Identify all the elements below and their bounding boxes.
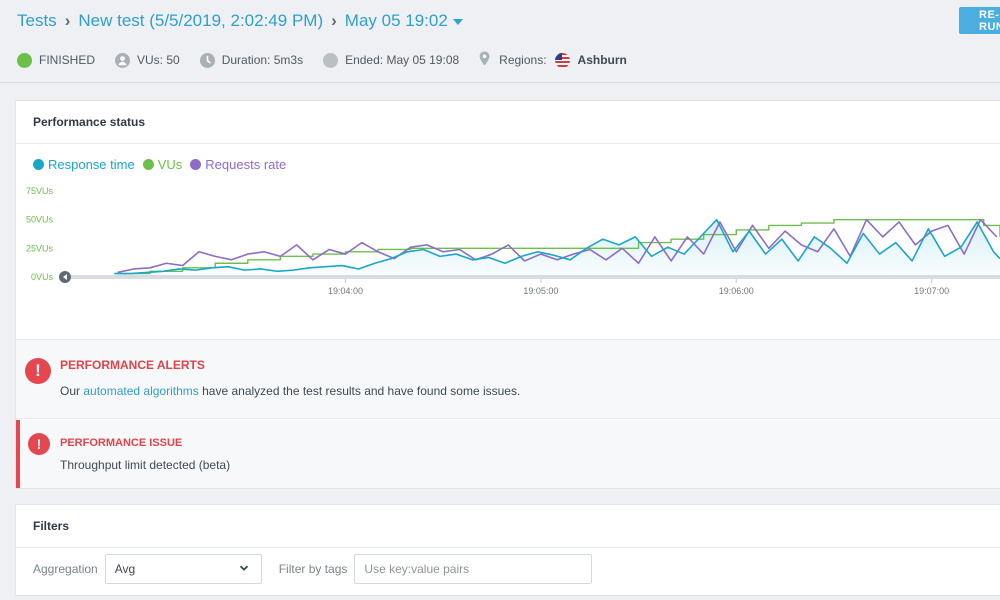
- breadcrumb-test-link[interactable]: New test (5/5/2019, 2:02:49 PM): [78, 11, 324, 30]
- alerts-title: PERFORMANCE ALERTS: [60, 358, 205, 372]
- response-time-area: [114, 219, 1000, 277]
- legend-item-vus[interactable]: VUs: [142, 157, 183, 172]
- status-ended: Ended: May 05 19:08: [323, 52, 460, 68]
- filter-by-tags-label: Filter by tags: [278, 562, 348, 576]
- x-tick-label: 19:05:00: [523, 286, 558, 296]
- series-line-response-time: [114, 218, 1000, 275]
- us-flag-icon: [554, 52, 570, 68]
- test-status-bar: FINISHED VUs: 50 Duration: 5m3s Ended: M…: [17, 51, 647, 69]
- issue-description: Throughput limit detected (beta): [60, 458, 231, 472]
- performance-alerts-panel: ! PERFORMANCE ALERTS Our automated algor…: [16, 339, 1000, 419]
- breadcrumb-separator-icon: ›: [331, 11, 337, 30]
- legend-label: Response time: [48, 157, 135, 172]
- filters-card: Filters Aggregation Avg Filter by tags: [16, 505, 1000, 595]
- legend-dot-icon: [190, 159, 202, 170]
- aggregation-label: Aggregation: [33, 562, 98, 576]
- y-tick-label: 50VUs: [26, 215, 54, 225]
- performance-status-card: Performance status Response time VUs Req…: [16, 101, 1000, 488]
- rerun-button[interactable]: RE-RUN: [959, 7, 1000, 34]
- legend-label: VUs: [157, 157, 183, 172]
- alerts-text-before: Our: [60, 384, 81, 398]
- alerts-text-after: have analyzed the test results and have …: [202, 384, 521, 398]
- issue-title: PERFORMANCE ISSUE: [60, 437, 183, 449]
- chart-legend: Response time VUs Requests rate: [33, 157, 294, 172]
- alert-exclamation-icon: !: [25, 358, 51, 384]
- chevron-down-icon: [239, 565, 248, 571]
- legend-item-requests-rate[interactable]: Requests rate: [190, 157, 286, 172]
- filter-tags-input[interactable]: [354, 554, 593, 584]
- status-regions: Regions: Ashburn: [479, 51, 627, 69]
- breadcrumb-tests-link[interactable]: Tests: [17, 11, 57, 30]
- status-label: FINISHED: [39, 53, 96, 67]
- regions-label: Regions:: [499, 53, 547, 67]
- clock-icon: [199, 52, 215, 68]
- x-tick-label: 19:06:00: [719, 286, 754, 296]
- status-finished: FINISHED: [17, 52, 96, 68]
- filters-title: Filters: [16, 505, 1000, 548]
- aggregation-select[interactable]: Avg: [104, 554, 262, 584]
- performance-status-title: Performance status: [16, 101, 1000, 144]
- arrow-left-icon: [63, 274, 67, 280]
- caret-down-icon: [452, 19, 463, 25]
- header-divider: [0, 82, 1000, 83]
- ended-icon: [323, 52, 339, 68]
- performance-issue-item[interactable]: ! PERFORMANCE ISSUE Throughput limit det…: [16, 420, 1000, 488]
- user-icon: [115, 52, 131, 68]
- ended-label: Ended: May 05 19:08: [345, 53, 460, 67]
- breadcrumb-separator-icon: ›: [64, 11, 71, 30]
- x-tick-label: 19:04:00: [328, 286, 363, 296]
- duration-label: Duration: 5m3s: [221, 53, 304, 67]
- status-dot-icon: [17, 52, 32, 68]
- region-name: Ashburn: [577, 53, 627, 67]
- filters-row: Aggregation Avg Filter by tags: [33, 554, 593, 584]
- legend-dot-icon: [33, 159, 44, 170]
- automated-algorithms-link[interactable]: automated algorithms: [83, 384, 199, 398]
- legend-item-response-time[interactable]: Response time: [33, 157, 135, 172]
- series-line-vus: [117, 218, 1000, 275]
- vus-label: VUs: 50: [137, 53, 180, 67]
- y-tick-label: 75VUs: [26, 186, 54, 196]
- x-tick-label: 19:07:00: [914, 286, 949, 296]
- performance-chart[interactable]: 75VUs 50VUs 25VUs 0VUs 19:04:00 19:05:00 19:0…: [16, 181, 1000, 316]
- status-vus: VUs: 50: [115, 52, 180, 68]
- aggregation-value: Avg: [114, 562, 136, 576]
- breadcrumb: Tests › New test (5/5/2019, 2:02:49 PM) …: [17, 9, 463, 33]
- issue-exclamation-icon: !: [28, 433, 50, 455]
- y-tick-label: 0VUs: [31, 272, 54, 282]
- alerts-description: Our automated algorithms have analyzed t…: [60, 384, 520, 398]
- breadcrumb-run-label: May 05 19:02: [344, 11, 448, 30]
- location-pin-icon: [479, 51, 490, 69]
- y-tick-label: 25VUs: [26, 243, 54, 253]
- legend-dot-icon: [142, 159, 154, 170]
- breadcrumb-run-dropdown[interactable]: May 05 19:02: [345, 11, 463, 31]
- status-duration: Duration: 5m3s: [199, 52, 304, 68]
- legend-label: Requests rate: [205, 157, 287, 172]
